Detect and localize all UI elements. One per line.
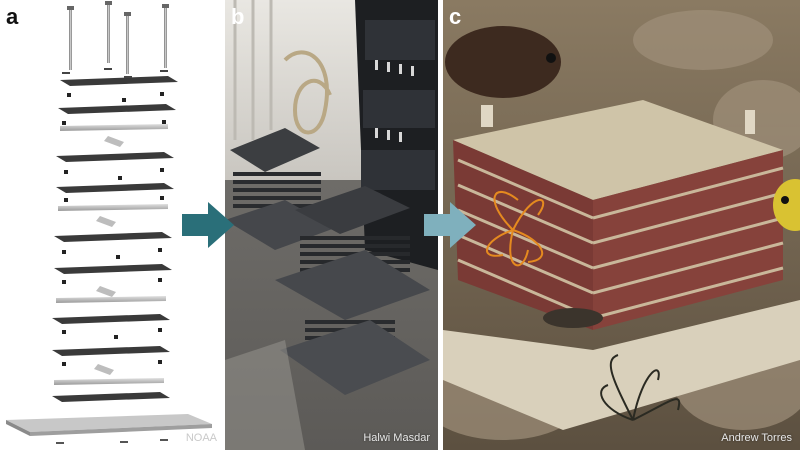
arrow-b-to-c bbox=[424, 202, 476, 248]
right-structure bbox=[275, 186, 430, 395]
arms-stack-photo bbox=[225, 0, 438, 450]
panel-a-credit: NOAA bbox=[185, 432, 217, 444]
exploded-arms-diagram bbox=[6, 1, 212, 444]
orange-crinoid bbox=[486, 190, 545, 267]
panel-b-photo: b Halwi Masdar bbox=[225, 0, 438, 450]
panel-b-credit: Halwi Masdar bbox=[363, 432, 430, 444]
bolts bbox=[67, 1, 169, 74]
panel-c-credit: Andrew Torres bbox=[721, 432, 792, 444]
fish-top bbox=[445, 26, 561, 98]
panel-c-photo: c Andrew Torres bbox=[443, 0, 800, 450]
arrow-shape bbox=[182, 202, 234, 248]
reef-structure-photo bbox=[443, 0, 800, 450]
panel-b-letter: b bbox=[231, 4, 245, 29]
panel-c-letter: c bbox=[449, 4, 462, 29]
yellow-fish bbox=[773, 179, 800, 231]
plates-stack bbox=[6, 68, 212, 444]
dark-crinoid bbox=[600, 354, 681, 421]
arrow-a-to-b bbox=[182, 202, 234, 248]
arrow-shape bbox=[424, 202, 476, 248]
panel-a-letter: a bbox=[6, 4, 19, 29]
